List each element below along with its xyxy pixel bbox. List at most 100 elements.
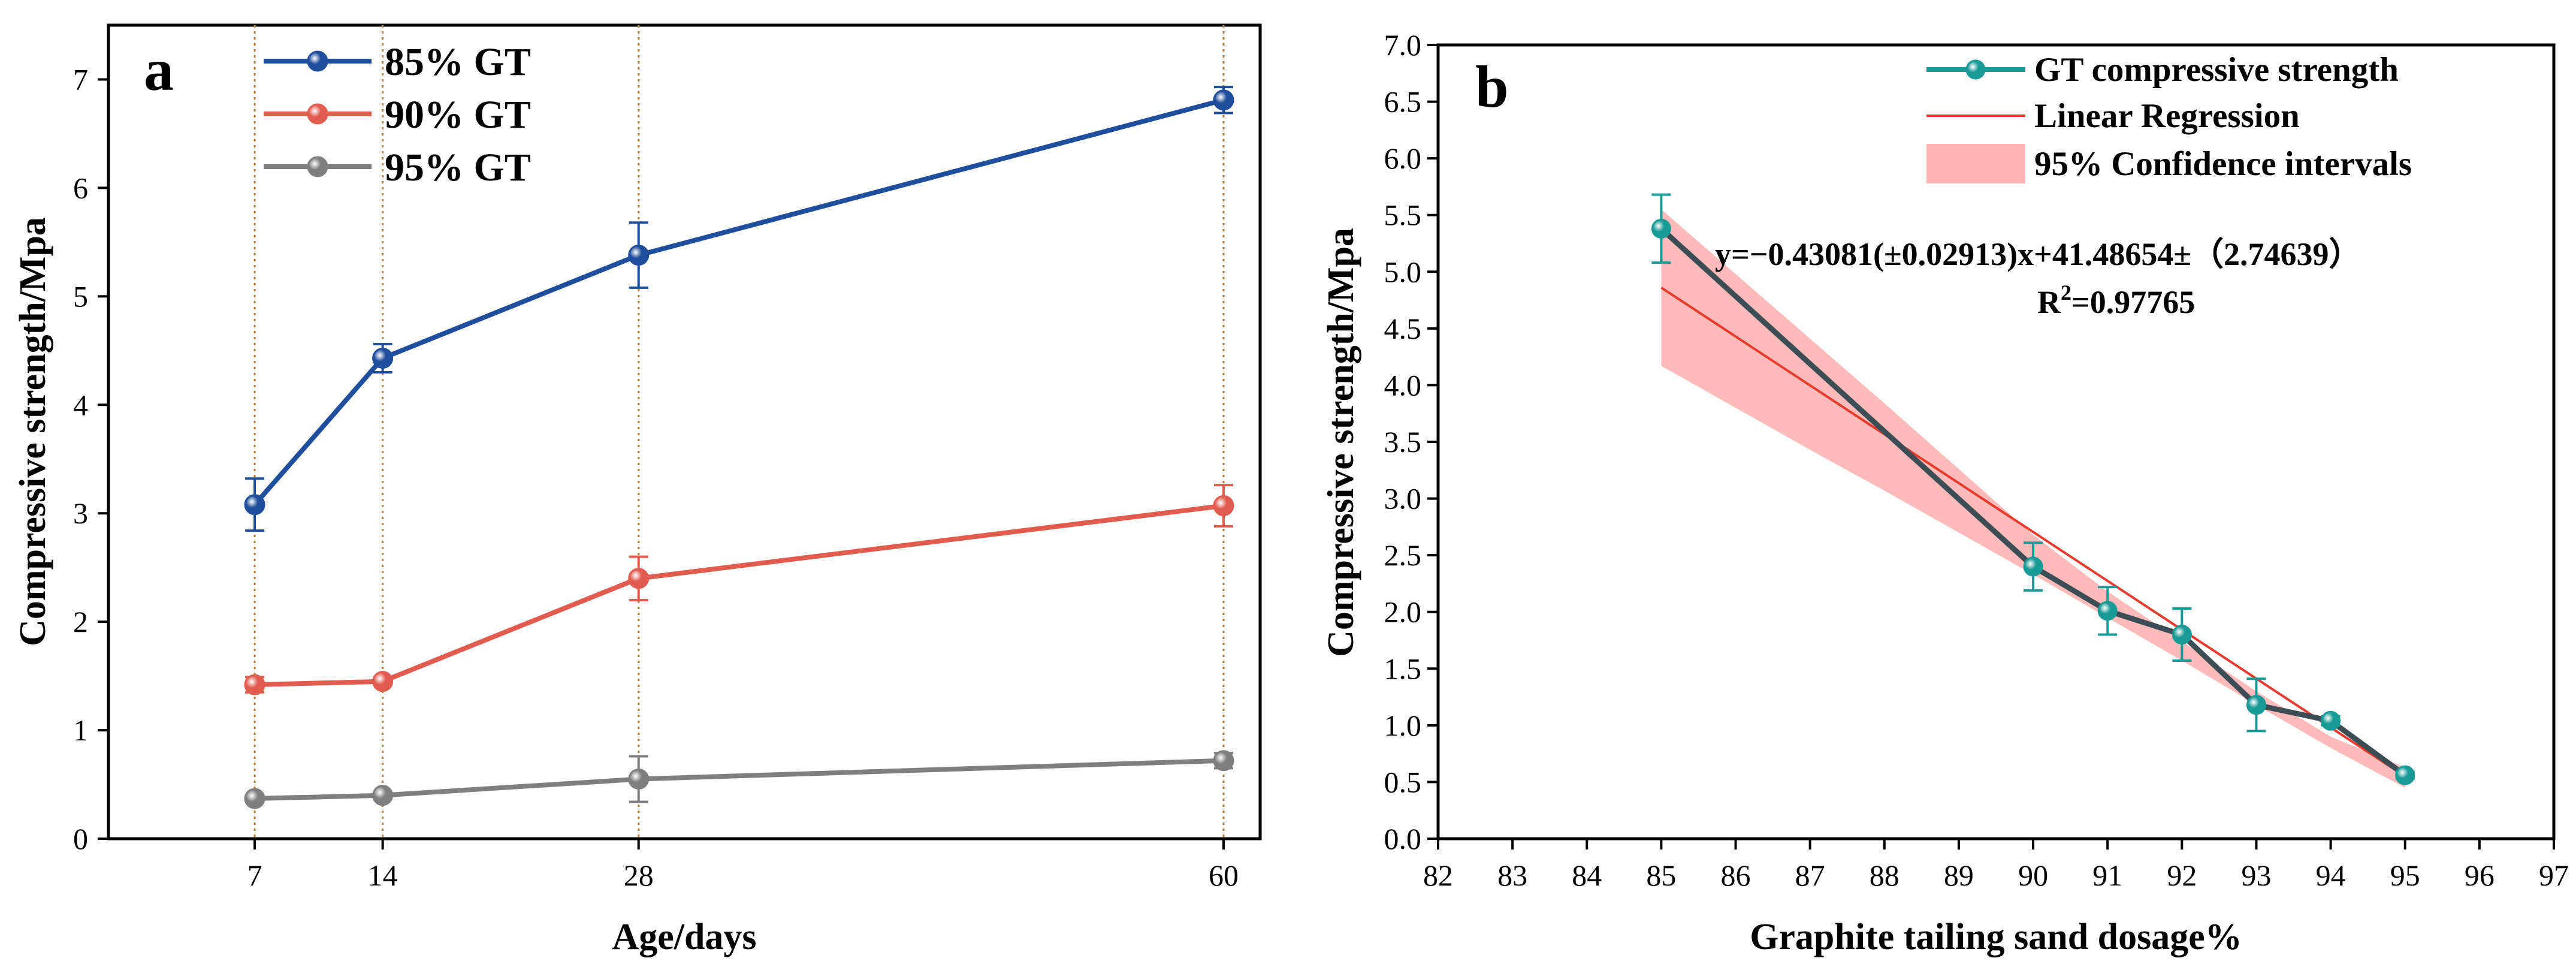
panel-a-y-axis-label: Compressive strength/Mpa: [13, 217, 53, 646]
x-tick-label: 82: [1423, 858, 1453, 892]
y-tick-label: 5.0: [1384, 255, 1422, 288]
legend-label: 90% GT: [385, 93, 531, 137]
panel-a-x-ticks: 7 14 28 60: [247, 839, 1239, 892]
panel-b-y-ticks: 0.0 0.5 1.0 1.5 2.0 2.5 3.0 3.5 4.0 4.5 5.0 5.5 6.0 6…: [1384, 28, 1438, 855]
panel-a-y-ticks: 0 1 2 3 4 5 6 7: [73, 62, 108, 855]
x-tick-label: 89: [1944, 858, 1974, 892]
panel-a-plot-frame: [107, 23, 1262, 841]
series-line: [254, 758, 1224, 802]
y-tick-label: 5: [73, 279, 88, 313]
x-tick-label: 91: [2092, 858, 2122, 892]
r-squared-superscript: 2: [2061, 281, 2071, 305]
data-point: [2321, 710, 2341, 731]
y-tick-label: 3: [73, 496, 88, 530]
panel-b-y-axis-label: Compressive strength/Mpa: [1321, 228, 1361, 657]
panel-a-chart: 0 1 2 3 4 5 6 7 7 14 28 60 85% GT 90% GT 95% GT a Ag…: [13, 23, 1262, 957]
data-point: [2395, 765, 2415, 785]
panel-b-label: b: [1475, 53, 1509, 120]
panel-b-series: [1651, 193, 2415, 785]
panel-b-chart: 0.0 0.5 1.0 1.5 2.0 2.5 3.0 3.5 4.0 4.5 5.0 5.5 6.0 6…: [1321, 28, 2569, 957]
x-tick-label: 87: [1795, 858, 1825, 892]
y-tick-label: 0.5: [1384, 765, 1422, 799]
data-point: [372, 671, 394, 692]
y-tick-label: 2: [73, 605, 88, 638]
x-tick-label: 7: [247, 858, 262, 892]
x-tick-label: 90: [2018, 858, 2048, 892]
y-tick-label: 4.5: [1384, 312, 1422, 345]
x-tick-label: 94: [2316, 858, 2346, 892]
y-tick-label: 4.0: [1384, 368, 1422, 402]
x-tick-label: 97: [2539, 858, 2569, 892]
panel-a-reference-lines: [253, 25, 1225, 839]
legend-label: 85% GT: [385, 40, 531, 84]
data-point: [2172, 625, 2192, 645]
y-tick-label: 6.0: [1384, 141, 1422, 175]
x-tick-label: 88: [1870, 858, 1899, 892]
x-tick-label: 86: [1721, 858, 1751, 892]
confidence-band-area: [1661, 209, 2405, 788]
data-point: [1213, 750, 1234, 772]
y-tick-label: 3.0: [1384, 482, 1422, 516]
y-tick-label: 7: [73, 62, 88, 96]
x-tick-label: 85: [1646, 858, 1676, 892]
y-tick-label: 2.5: [1384, 538, 1422, 572]
y-tick-label: 2.0: [1384, 595, 1422, 629]
data-point: [1651, 218, 1671, 239]
x-tick-label: 96: [2465, 858, 2495, 892]
data-point: [244, 674, 265, 695]
legend-marker: [307, 103, 328, 125]
x-tick-label: 83: [1497, 858, 1527, 892]
x-tick-label: 14: [368, 858, 398, 892]
series-line: [253, 97, 1225, 507]
x-tick-label: 28: [624, 858, 654, 892]
r-squared-prefix: R: [2037, 284, 2061, 320]
legend-label: GT compressive strength: [2034, 51, 2399, 89]
r-squared-label: R2=0.97765: [2037, 281, 2195, 320]
data-point: [244, 788, 265, 809]
x-tick-label: 92: [2167, 858, 2197, 892]
y-tick-label: 1: [73, 713, 88, 747]
legend-swatch: [1926, 144, 2025, 183]
series-line: [254, 503, 1224, 688]
x-tick-label: 93: [2241, 858, 2271, 892]
regression-line: [1660, 287, 2406, 778]
data-point: [628, 768, 650, 790]
data-point: [244, 494, 265, 516]
x-tick-label: 95: [2390, 858, 2420, 892]
y-tick-label: 3.5: [1384, 425, 1422, 459]
legend-label: 95% Confidence intervals: [2034, 145, 2412, 183]
panel-a-series: [244, 86, 1234, 809]
legend-marker: [1965, 59, 1986, 80]
data-point: [2246, 695, 2266, 715]
panel-a-x-axis-label: Age/days: [612, 917, 756, 957]
legend-marker: [307, 50, 328, 72]
panel-b-x-axis-label: Graphite tailing sand dosage%: [1750, 917, 2242, 957]
panel-a-label: a: [144, 37, 174, 103]
panel-b-confidence-band: [1661, 209, 2405, 788]
panel-a-legend: 85% GT 90% GT 95% GT: [264, 40, 531, 189]
y-tick-label: 1.5: [1384, 652, 1422, 685]
y-tick-label: 6: [73, 171, 88, 204]
data-point: [628, 568, 650, 589]
regression-equation: y=−0.43081(±0.02913)x+41.48654±（2.74639）: [1715, 236, 2361, 272]
legend-label: Linear Regression: [2034, 97, 2300, 135]
y-tick-label: 5.5: [1384, 198, 1422, 232]
data-point: [1213, 89, 1234, 111]
panel-b-x-ticks: 82 83 84 85 86 87 88 89 90 91 92 93 94 95 96 97: [1423, 839, 2569, 892]
y-tick-label: 7.0: [1384, 28, 1422, 62]
legend-label: 95% GT: [385, 146, 531, 189]
data-point: [372, 785, 394, 806]
data-point: [372, 347, 394, 369]
data-point: [2023, 556, 2043, 577]
legend-marker: [307, 156, 328, 177]
data-point: [628, 245, 650, 266]
r-squared-value: =0.97765: [2071, 284, 2195, 320]
y-tick-label: 1.0: [1384, 709, 1422, 742]
y-tick-label: 4: [73, 388, 88, 421]
x-tick-label: 84: [1572, 858, 1602, 892]
data-point: [1213, 495, 1234, 517]
data-point: [2097, 601, 2118, 621]
x-tick-label: 60: [1209, 858, 1239, 892]
panel-b-legend: GT compressive strength Linear Regression…: [1926, 51, 2412, 183]
